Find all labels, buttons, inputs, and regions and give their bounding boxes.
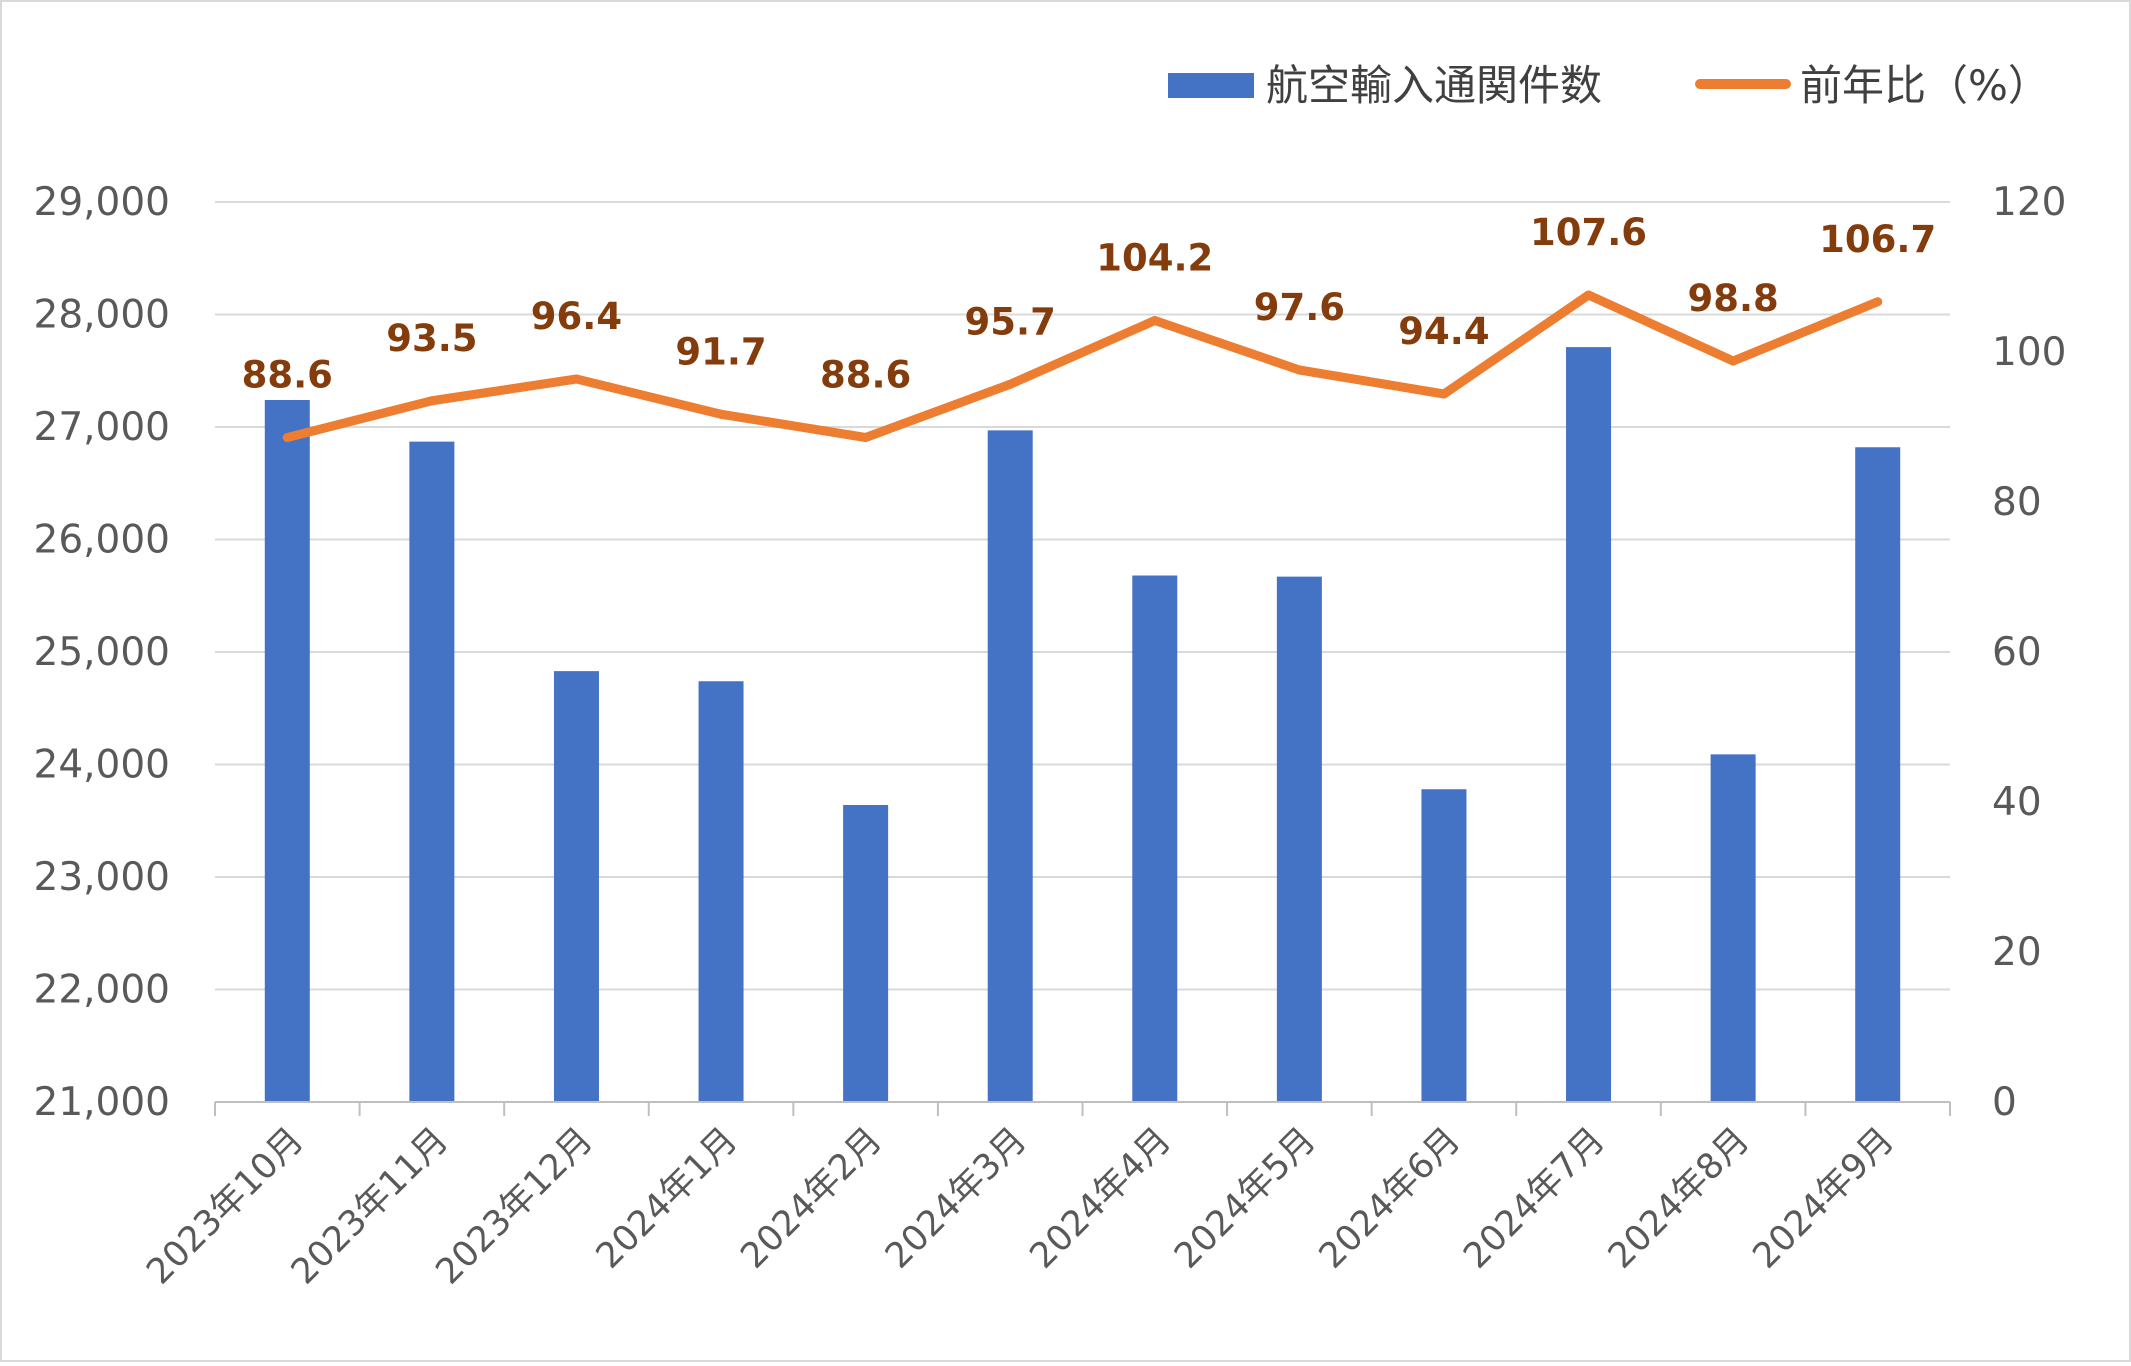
- bar-12: [1855, 447, 1901, 1102]
- y-right-tick-label: 100: [1992, 330, 2066, 375]
- bar-4: [698, 681, 744, 1102]
- data-label-11: 98.8: [1687, 277, 1778, 320]
- line-point-12: [1873, 297, 1883, 307]
- bar-series: [264, 347, 1901, 1102]
- y-left-tick-label: 22,000: [34, 968, 170, 1013]
- data-label-6: 95.7: [965, 300, 1056, 343]
- data-label-2: 93.5: [386, 317, 477, 360]
- line-point-10: [1584, 290, 1594, 300]
- line-point-4: [716, 409, 726, 419]
- bar-1: [264, 400, 310, 1102]
- bar-7: [1132, 575, 1178, 1102]
- legend-bar-label: 航空輸入通関件数: [1266, 61, 1602, 110]
- legend-bar-swatch: [1168, 73, 1254, 98]
- data-label-4: 91.7: [675, 330, 766, 373]
- y-left-tick-label: 24,000: [34, 743, 170, 788]
- bar-11: [1710, 754, 1756, 1102]
- data-label-1: 88.6: [242, 354, 333, 397]
- y-left-tick-label: 25,000: [34, 630, 170, 675]
- bar-6: [987, 430, 1033, 1102]
- line-path: [282, 290, 1883, 442]
- legend: 航空輸入通関件数 前年比（%）: [1168, 61, 2050, 110]
- bar-9: [1421, 789, 1467, 1102]
- y-right-tick-label: 80: [1992, 480, 2042, 525]
- y-right-tick-label: 120: [1992, 180, 2066, 225]
- y-left-tick-label: 27,000: [34, 405, 170, 450]
- data-label-7: 104.2: [1096, 237, 1213, 280]
- data-label-3: 96.4: [531, 295, 622, 338]
- data-labels: 88.6 93.5 96.4 91.7 88.6 95.7 104.2 97.6 94.4 107…: [242, 211, 1937, 397]
- legend-line-label: 前年比（%）: [1800, 61, 2050, 110]
- line-point-8: [1294, 365, 1304, 375]
- data-label-5: 88.6: [820, 354, 911, 397]
- gridlines: [215, 201, 1950, 991]
- line-point-9: [1439, 389, 1449, 399]
- line-point-3: [571, 374, 581, 384]
- line-point-2: [427, 396, 437, 406]
- line-point-7: [1150, 316, 1160, 325]
- data-label-9: 94.4: [1398, 310, 1489, 353]
- bar-2: [409, 441, 455, 1102]
- y-right-tick-label: 40: [1992, 780, 2042, 825]
- y-left-tick-label: 28,000: [34, 293, 170, 338]
- data-label-12: 106.7: [1819, 218, 1936, 261]
- bar-3: [553, 671, 599, 1102]
- y-right-tick-label: 0: [1992, 1080, 2017, 1125]
- y-left-tick-label: 21,000: [34, 1080, 170, 1125]
- data-label-8: 97.6: [1254, 286, 1345, 329]
- bar-8: [1276, 576, 1322, 1102]
- y-right-tick-label: 60: [1992, 630, 2042, 675]
- bar-10: [1566, 347, 1612, 1102]
- y-left-tick-label: 26,000: [34, 518, 170, 563]
- data-label-10: 107.6: [1530, 211, 1647, 254]
- y-right-tick-label: 20: [1992, 930, 2042, 975]
- line-series: [282, 290, 1883, 442]
- y-left-tick-label: 23,000: [34, 855, 170, 900]
- line-point-5: [861, 433, 871, 442]
- bar-5: [843, 805, 889, 1102]
- y-left-tick-label: 29,000: [34, 180, 170, 225]
- line-point-11: [1728, 356, 1738, 366]
- line-point-1: [282, 433, 292, 442]
- line-point-6: [1005, 379, 1015, 389]
